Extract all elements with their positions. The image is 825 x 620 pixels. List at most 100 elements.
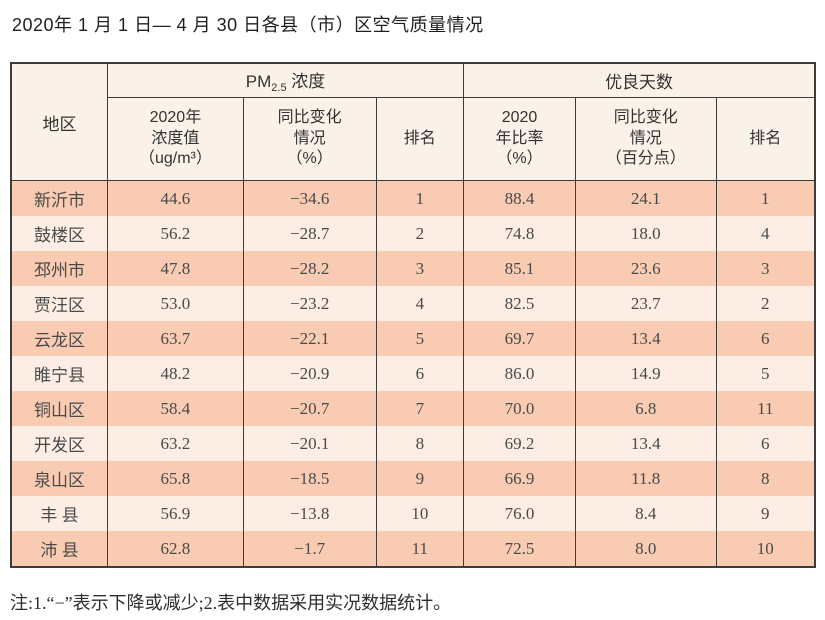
table-row: 云龙区 63.7 −22.1 5 69.7 13.4 6 xyxy=(10,321,816,356)
days-rank-cell: 5 xyxy=(715,356,816,391)
pm-value-cell: 48.2 xyxy=(106,356,244,391)
pm-value-cell: 44.6 xyxy=(106,180,244,216)
header-sub-row: 2020年 浓度值 （ug/m³） 同比变化 情况 （%） 排名 2020 年比… xyxy=(11,97,816,181)
pm-rank-cell: 8 xyxy=(375,426,465,461)
days-rate-cell: 76.0 xyxy=(463,496,576,531)
table-row: 鼓楼区 56.2 −28.7 2 74.8 18.0 4 xyxy=(10,216,816,251)
pm-change-cell: −13.8 xyxy=(242,496,377,531)
air-quality-table: 地区 PM2.5 浓度 优良天数 2020年 浓度值 （ug/m³） 同比变化 … xyxy=(10,62,816,568)
days-change-cell: 6.8 xyxy=(574,391,717,426)
days-change-cell: 13.4 xyxy=(574,321,717,356)
pm-change-cell: −20.7 xyxy=(242,391,377,426)
pm25-label-prefix: PM xyxy=(245,72,272,91)
table-body: 新沂市 44.6 −34.6 1 88.4 24.1 1 鼓楼区 56.2 −2… xyxy=(10,180,816,567)
days-rank-cell: 1 xyxy=(715,180,816,216)
table-row: 睢宁县 48.2 −20.9 6 86.0 14.9 5 xyxy=(10,356,816,391)
days-change-cell: 11.8 xyxy=(574,461,717,496)
pm-rank-cell: 1 xyxy=(375,180,465,216)
table-row: 丰 县 56.9 −13.8 10 76.0 8.4 9 xyxy=(10,496,816,531)
column-header-region: 地区 xyxy=(10,62,108,181)
region-cell: 贾汪区 xyxy=(10,286,108,321)
footnote: 注:1.“−”表示下降或减少;2.表中数据采用实况数据统计。 xyxy=(10,593,452,613)
pm-change-cell: −34.6 xyxy=(242,180,377,216)
days-rate-cell: 66.9 xyxy=(463,461,576,496)
pm-value-cell: 56.9 xyxy=(106,496,244,531)
pm-change-cell: −22.1 xyxy=(242,321,377,356)
table-row: 沛 县 62.8 −1.7 11 72.5 8.0 10 xyxy=(10,531,816,567)
region-cell: 新沂市 xyxy=(10,180,108,216)
region-cell: 邳州市 xyxy=(10,251,108,286)
pm-value-cell: 47.8 xyxy=(106,251,244,286)
days-rate-cell: 74.8 xyxy=(463,216,576,251)
table-row: 贾汪区 53.0 −23.2 4 82.5 23.7 2 xyxy=(10,286,816,321)
pm-rank-cell: 6 xyxy=(375,356,465,391)
column-header-days-rank: 排名 xyxy=(715,97,816,181)
header-group-row: 地区 PM2.5 浓度 优良天数 xyxy=(10,62,816,181)
days-rate-cell: 72.5 xyxy=(463,531,576,567)
days-change-cell: 23.7 xyxy=(574,286,717,321)
column-header-pm-rank: 排名 xyxy=(375,97,465,181)
days-rank-cell: 4 xyxy=(715,216,816,251)
pm-change-cell: −18.5 xyxy=(242,461,377,496)
table-row: 铜山区 58.4 −20.7 7 70.0 6.8 11 xyxy=(10,391,816,426)
pm25-label-suffix: 浓度 xyxy=(286,72,326,91)
days-rate-cell: 70.0 xyxy=(463,391,576,426)
days-rank-cell: 2 xyxy=(715,286,816,321)
days-rank-cell: 9 xyxy=(715,496,816,531)
pm-change-cell: −28.7 xyxy=(242,216,377,251)
region-cell: 睢宁县 xyxy=(10,356,108,391)
days-rank-cell: 11 xyxy=(715,391,816,426)
pm-value-cell: 53.0 xyxy=(106,286,244,321)
region-cell: 铜山区 xyxy=(10,391,108,426)
pm-change-cell: −1.7 xyxy=(242,531,377,567)
days-change-cell: 18.0 xyxy=(574,216,717,251)
table-header: 地区 PM2.5 浓度 优良天数 2020年 浓度值 （ug/m³） 同比变化 … xyxy=(10,62,816,181)
pm-rank-cell: 5 xyxy=(375,321,465,356)
days-rank-cell: 6 xyxy=(715,426,816,461)
pm-rank-cell: 2 xyxy=(375,216,465,251)
column-group-good-days: 优良天数 xyxy=(463,62,816,98)
days-rank-cell: 3 xyxy=(715,251,816,286)
days-rank-cell: 6 xyxy=(715,321,816,356)
region-cell: 丰 县 xyxy=(10,496,108,531)
column-header-days-change: 同比变化 情况 （百分点） xyxy=(574,97,717,181)
pm-change-cell: −28.2 xyxy=(242,251,377,286)
days-change-cell: 14.9 xyxy=(574,356,717,391)
pm-change-cell: −20.9 xyxy=(242,356,377,391)
days-rank-cell: 8 xyxy=(715,461,816,496)
pm-value-cell: 56.2 xyxy=(106,216,244,251)
days-rate-cell: 86.0 xyxy=(463,356,576,391)
days-change-cell: 8.0 xyxy=(574,531,717,567)
column-header-days-rate: 2020 年比率 （%） xyxy=(463,97,576,181)
days-rate-cell: 69.7 xyxy=(463,321,576,356)
days-rank-cell: 10 xyxy=(715,531,816,567)
days-rate-cell: 88.4 xyxy=(463,180,576,216)
pm-change-cell: −20.1 xyxy=(242,426,377,461)
table-row: 邳州市 47.8 −28.2 3 85.1 23.6 3 xyxy=(10,251,816,286)
pm-change-cell: −23.2 xyxy=(242,286,377,321)
pm-value-cell: 58.4 xyxy=(106,391,244,426)
days-change-cell: 8.4 xyxy=(574,496,717,531)
pm-rank-cell: 4 xyxy=(375,286,465,321)
column-group-pm25: PM2.5 浓度 xyxy=(106,62,465,98)
pm-value-cell: 63.2 xyxy=(106,426,244,461)
column-header-pm-change: 同比变化 情况 （%） xyxy=(242,97,377,181)
pm-value-cell: 62.8 xyxy=(106,531,244,567)
days-change-cell: 23.6 xyxy=(574,251,717,286)
pm-rank-cell: 7 xyxy=(375,391,465,426)
days-rate-cell: 82.5 xyxy=(463,286,576,321)
region-cell: 云龙区 xyxy=(10,321,108,356)
region-cell: 开发区 xyxy=(10,426,108,461)
days-change-cell: 13.4 xyxy=(574,426,717,461)
table-row: 泉山区 65.8 −18.5 9 66.9 11.8 8 xyxy=(10,461,816,496)
pm-rank-cell: 11 xyxy=(375,531,465,567)
days-change-cell: 24.1 xyxy=(574,180,717,216)
pm-value-cell: 63.7 xyxy=(106,321,244,356)
pm-value-cell: 65.8 xyxy=(106,461,244,496)
table-row: 新沂市 44.6 −34.6 1 88.4 24.1 1 xyxy=(10,180,816,216)
page-title: 2020年 1 月 1 日— 4 月 30 日各县（市）区空气质量情况 xyxy=(12,15,484,35)
table-row: 开发区 63.2 −20.1 8 69.2 13.4 6 xyxy=(10,426,816,461)
days-rate-cell: 85.1 xyxy=(463,251,576,286)
days-rate-cell: 69.2 xyxy=(463,426,576,461)
